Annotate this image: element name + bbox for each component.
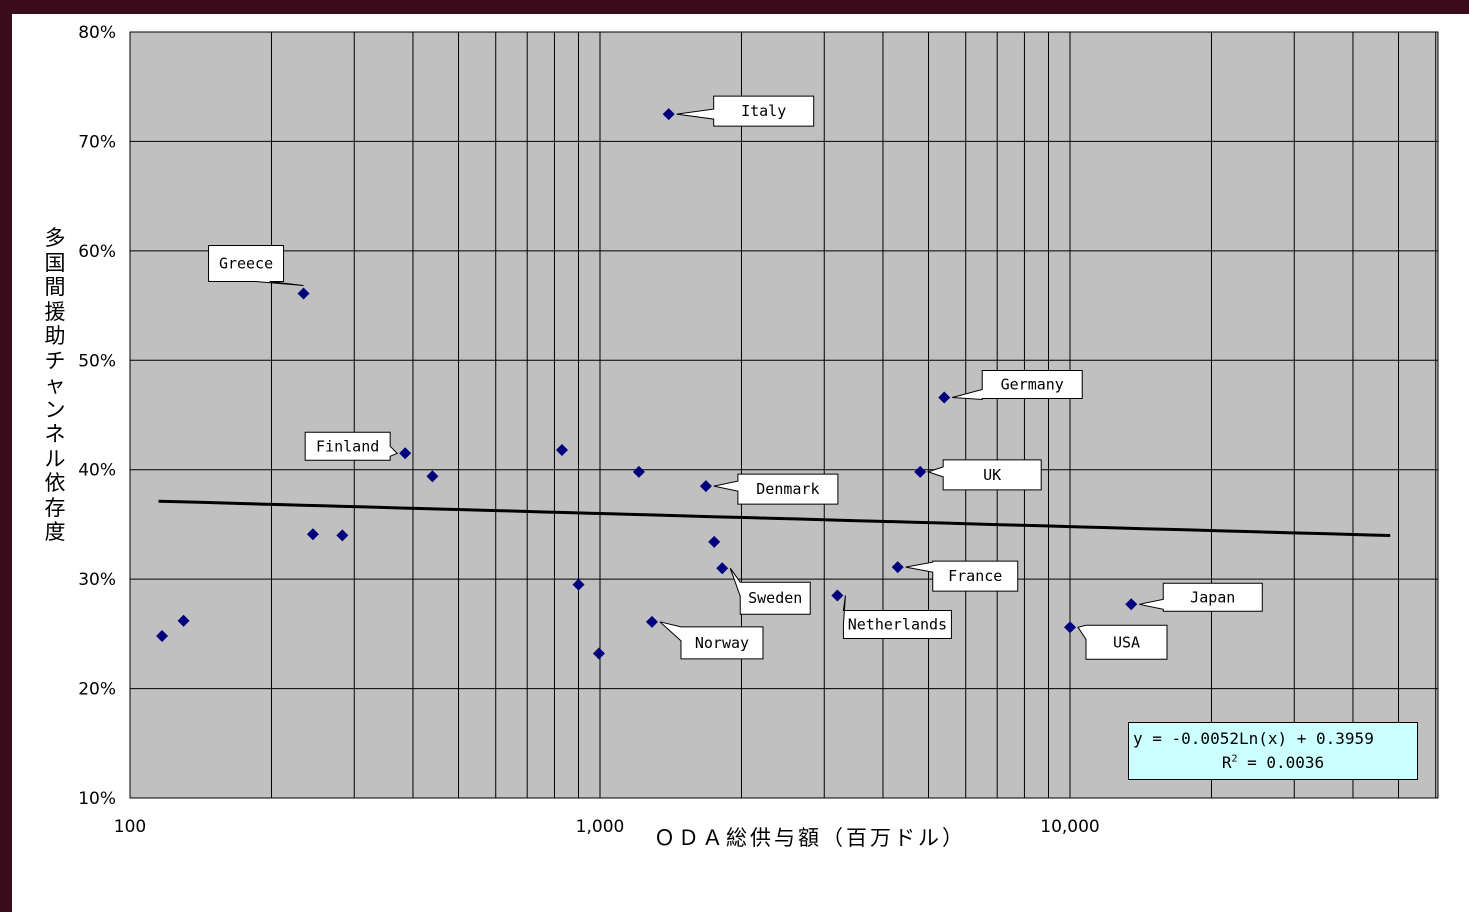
callout-label: Norway [695,634,749,652]
data-point-marker [716,562,729,575]
callout-label: UK [983,466,1001,484]
y-tick-label: 40% [78,461,116,481]
callout-box [659,621,764,660]
callout-label: Finland [316,437,379,455]
callout-label: Japan [1190,588,1235,606]
callout-box [1139,582,1263,612]
y-tick-label: 60% [78,242,116,262]
y-tick-label: 10% [78,789,116,809]
data-point-marker [336,529,349,542]
data-point-marker [572,578,585,591]
data-point-marker [914,465,927,478]
x-axis-title: ＯＤＡ総供与額（百万ドル） [654,826,966,850]
frame-border-top [0,0,1469,14]
data-point-marker [831,589,844,602]
callout-box [713,473,839,505]
data-point-marker [297,287,310,300]
callout-label: Germany [1001,375,1064,393]
data-point-marker [592,647,605,660]
data-callouts: Greece Finland Norway Italy Denmark Sweden Net… [208,95,1263,660]
data-point-marker [708,535,721,548]
y-tick-label: 30% [78,570,116,590]
frame-border-left [0,0,12,912]
data-point-marker [156,630,169,643]
plot-area [130,32,1438,798]
x-tick-label: 100 [114,817,146,837]
data-point-marker [891,561,904,574]
callout-label: Sweden [748,589,802,607]
y-axis-title: 多国間援助チャンネル依存度 [44,226,66,544]
trendline [158,499,1391,537]
data-point-marker [632,465,645,478]
callout-label: Denmark [756,480,819,498]
data-point-marker [177,614,190,627]
callout-label: France [948,567,1002,585]
callout-box [842,595,952,640]
data-points [156,108,1138,660]
y-tick-label: 20% [78,680,116,700]
callout-box [926,459,1042,491]
callout-box [905,560,1019,592]
r-squared-symbol: R [1221,753,1232,772]
tick-labels: 10% 20% 30% 40% 50% 60% 70% 80% 100 1,000 10,000 [78,23,1100,837]
plot-border [129,31,1439,799]
data-point-marker [938,391,951,404]
y-tick-label: 80% [78,23,116,43]
callout-box [1077,624,1168,660]
data-point-marker [426,470,439,483]
data-point-marker [555,444,568,457]
trendline-equation: y = -0.0052Ln(x) + 0.3959 [1133,729,1374,748]
callout-label: USA [1113,633,1140,651]
x-tick-label: 1,000 [576,817,625,837]
callout-box [729,567,811,615]
data-point-marker [662,108,675,121]
data-point-marker [645,615,658,628]
data-point-marker [1125,598,1138,611]
y-tick-label: 50% [78,351,116,371]
callout-box [952,369,1083,401]
x-tick-label: 10,000 [1040,817,1099,837]
callout-box [208,245,304,287]
r-squared-number: = 0.0036 [1237,753,1325,772]
trendline-equation-box: y = -0.0052Ln(x) + 0.3959 R2 = 0.0036 [1128,722,1418,780]
callout-box [676,95,815,127]
data-point-marker [699,480,712,493]
y-tick-label: 70% [78,132,116,152]
data-point-marker [306,528,319,541]
data-point-marker [1064,621,1076,634]
callout-box [304,431,399,461]
callout-label: Netherlands [848,616,947,634]
r-squared-exponent: 2 [1231,753,1238,765]
callout-label: Greece [219,255,273,273]
r-squared-value: R2 = 0.0036 [1129,753,1417,772]
data-point-marker [399,447,412,460]
callout-label: Italy [741,102,786,120]
